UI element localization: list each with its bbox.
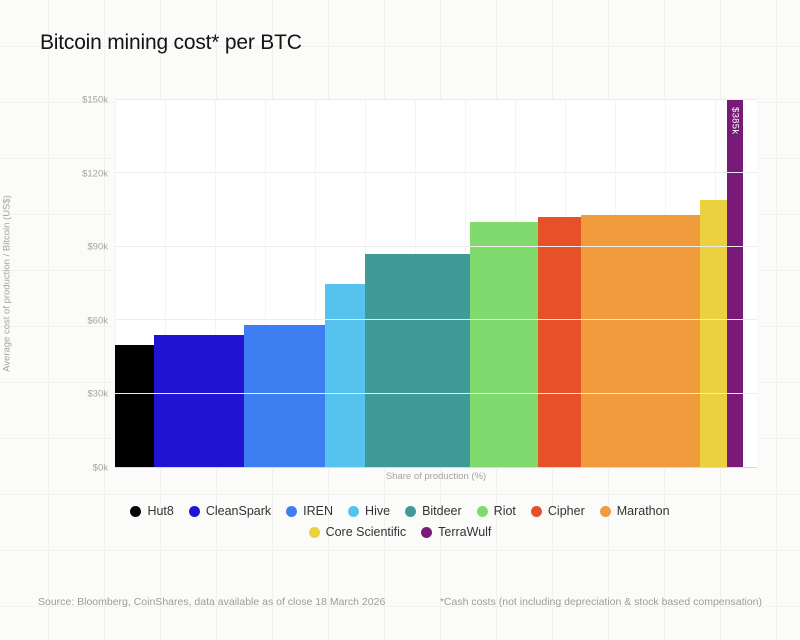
legend-label: Bitdeer: [422, 504, 462, 518]
y-axis-title: Average cost of production / Bitcoin (US…: [1, 195, 13, 372]
y-tick-label-90k: $90k: [87, 241, 108, 253]
y-tick-label-120k: $120k: [82, 168, 108, 180]
legend-dot-core-scientific: [308, 526, 320, 538]
bar-hive[interactable]: [325, 283, 366, 467]
y-tick-label-0k: $0k: [92, 462, 108, 474]
legend-label: Riot: [493, 504, 516, 518]
legend-dot-hive: [348, 505, 360, 517]
legend-dot-iren: [286, 505, 298, 517]
gridline-30k: [115, 392, 757, 394]
footnote-text: *Cash costs (not including depreciation …: [439, 596, 762, 608]
x-axis-title: Share of production (%): [385, 471, 487, 482]
bar-cipher[interactable]: [538, 217, 582, 467]
legend-dot-riot: [476, 505, 488, 517]
bar-bitdeer[interactable]: [365, 254, 471, 467]
legend-dot-hut8: [130, 505, 142, 517]
page-title: Bitcoin mining cost* per BTC: [40, 31, 302, 54]
bar-chart-plot-area: $385k: [115, 99, 757, 468]
bars-container: $385k: [115, 100, 743, 467]
bar-riot[interactable]: [470, 222, 539, 467]
legend-dot-cleanspark: [188, 505, 200, 517]
bar-core-scientific[interactable]: [700, 200, 728, 467]
legend-label: Hut8: [147, 504, 174, 518]
bar-cleanspark[interactable]: [153, 334, 244, 467]
bar-value-annotation: $385k: [729, 107, 741, 135]
legend-item-riot[interactable]: Riot: [476, 504, 516, 518]
bar-hut8[interactable]: [115, 344, 154, 467]
source-text: Source: Bloomberg, CoinShares, data avai…: [38, 596, 386, 608]
legend-dot-cipher: [530, 505, 542, 517]
legend-item-cipher[interactable]: Cipher: [530, 504, 585, 518]
legend-item-marathon[interactable]: Marathon: [599, 504, 670, 518]
y-tick-label-60k: $60k: [87, 315, 108, 327]
legend-label: TerraWulf: [438, 525, 492, 539]
legend-dot-bitdeer: [405, 505, 417, 517]
legend-item-hut8[interactable]: Hut8: [130, 504, 174, 518]
bar-terrawulf[interactable]: $385k: [727, 100, 743, 467]
bar-iren[interactable]: [243, 325, 326, 467]
legend-label: Core Scientific: [325, 525, 407, 539]
y-axis-ticks: $0k $30k $60k $90k $120k $150k: [42, 95, 108, 474]
legend-item-iren[interactable]: IREN: [286, 504, 333, 518]
legend-item-terrawulf[interactable]: TerraWulf: [421, 525, 491, 539]
legend-item-cleanspark[interactable]: CleanSpark: [188, 504, 272, 518]
legend-item-bitdeer[interactable]: Bitdeer: [405, 504, 462, 518]
gridline-60k: [115, 319, 757, 321]
legend-dot-terrawulf: [421, 526, 433, 538]
legend-item-core-scientific[interactable]: Core Scientific: [308, 525, 407, 539]
legend-label: CleanSpark: [205, 504, 272, 518]
gridline-150k: [115, 99, 757, 100]
bar-marathon[interactable]: [581, 215, 701, 467]
legend-item-hive[interactable]: Hive: [348, 504, 390, 518]
legend-label: Hive: [365, 504, 391, 518]
y-tick-label-30k: $30k: [87, 388, 108, 400]
legend-label: IREN: [303, 504, 334, 518]
legend-dot-marathon: [599, 505, 611, 517]
y-tick-label-150k: $150k: [82, 94, 108, 106]
gridline-120k: [115, 172, 757, 174]
chart-legend: Hut8 CleanSpark IREN Hive Bitdeer Riot Cipher M…: [100, 504, 700, 539]
gridline-90k: [115, 245, 757, 247]
legend-label: Cipher: [547, 504, 585, 518]
legend-label: Marathon: [616, 504, 670, 518]
